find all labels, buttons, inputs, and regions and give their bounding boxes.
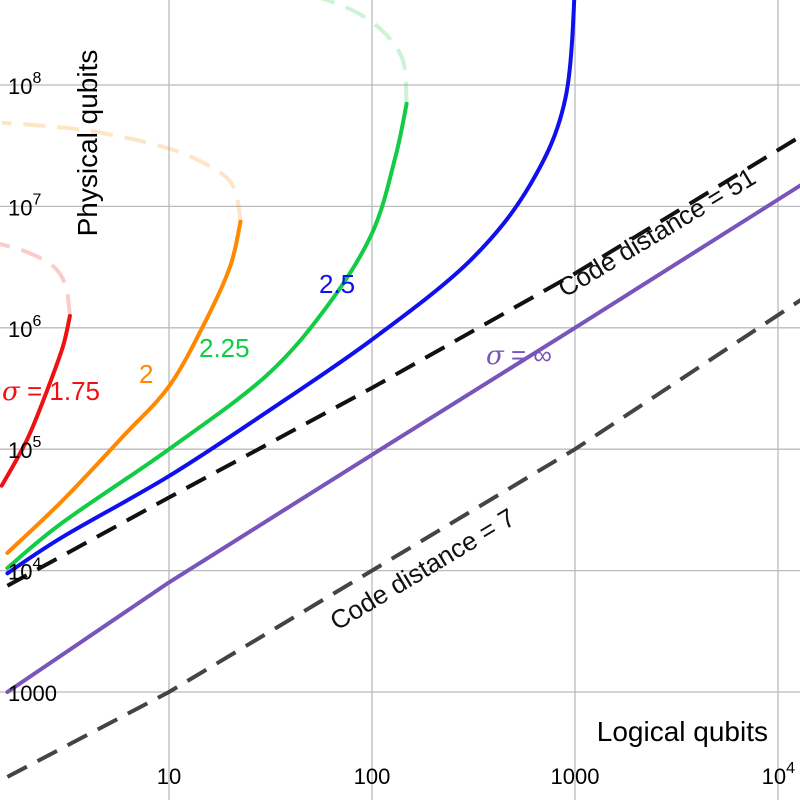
y-tick-label: 104 — [8, 556, 41, 585]
y-axis-title: Physical qubits — [72, 50, 103, 237]
y-tick-label: 105 — [8, 434, 41, 463]
x-tick-label: 1000 — [551, 764, 600, 789]
code-distance-7-line — [6, 298, 800, 779]
annotation-s25: 2.5 — [319, 269, 355, 299]
y-tick-label: 1000 — [8, 681, 57, 706]
sigma-infinity-line — [5, 183, 800, 694]
x-tick-label: 100 — [354, 764, 391, 789]
annotation-s175: σ = 1.75 — [2, 376, 100, 407]
sigma-2-5-curve — [5, 0, 577, 576]
annotation-sinf: σ = ∞ — [486, 340, 552, 371]
sigma-1-75-curve — [0, 242, 72, 488]
sigma-2-25-curve-dashed-segment — [320, 0, 409, 105]
series-layer — [0, 0, 800, 779]
sigma-2-curve — [1, 120, 243, 555]
x-axis-title: Logical qubits — [597, 716, 768, 747]
x-tick-label: 10 — [157, 764, 181, 789]
annotation-s2: 2 — [139, 359, 153, 389]
y-tick-label: 106 — [8, 313, 41, 342]
x-tick-label: 104 — [762, 760, 795, 789]
sigma-2-5-curve-solid-segment — [5, 0, 577, 576]
code-distance-7-line-dashed-segment — [6, 298, 800, 779]
tick-labels: 10 100 1000 104 1000 104 105 106 107 108 — [8, 70, 795, 789]
sigma-1-75-curve-solid-segment — [0, 314, 72, 488]
y-tick-label: 108 — [8, 70, 41, 99]
sigma-2-25-curve — [5, 0, 409, 570]
code-distance-51-line — [6, 134, 800, 588]
sigma-2-curve-dashed-segment — [1, 120, 243, 222]
sigma-infinity-line-solid-segment — [5, 183, 800, 694]
annotation-s225: 2.25 — [199, 333, 250, 363]
y-tick-label: 107 — [8, 191, 41, 220]
code-distance-51-line-dashed-segment — [6, 134, 800, 588]
sigma-2-curve-solid-segment — [5, 219, 243, 555]
sigma-2-25-curve-solid-segment — [5, 101, 409, 570]
sigma-1-75-curve-dashed-segment — [0, 242, 72, 317]
